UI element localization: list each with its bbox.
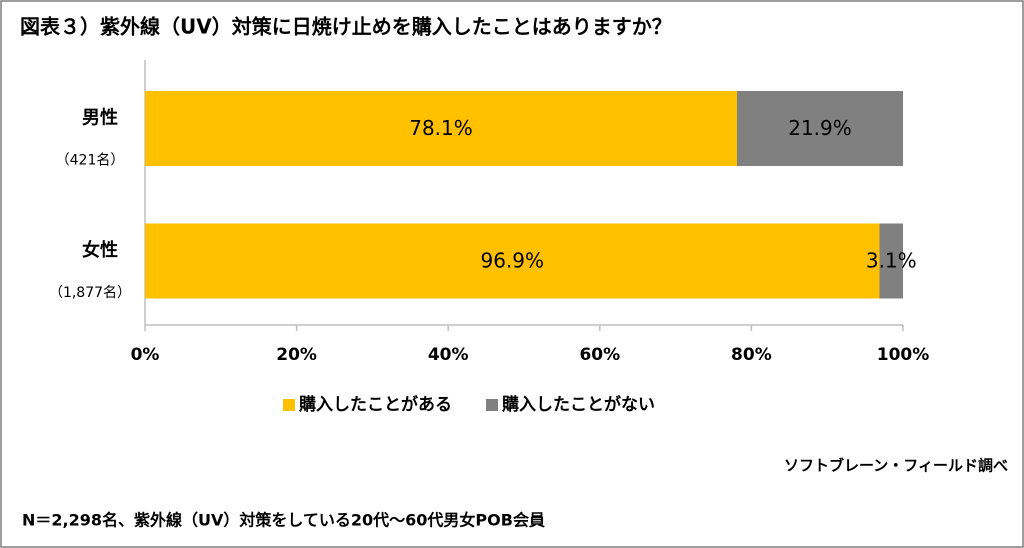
category-sublabel: （1,877名） bbox=[49, 285, 131, 301]
category-label: 男性 bbox=[82, 107, 118, 129]
note: N＝2,298名、紫外線（UV）対策をしている20代～60代男女POB会員 bbox=[22, 511, 545, 530]
legend-label: 購入したことがない bbox=[502, 394, 655, 415]
bar-segment bbox=[145, 223, 880, 299]
legend-label: 購入したことがある bbox=[299, 394, 452, 415]
x-tick-label: 80% bbox=[731, 345, 772, 365]
legend-swatch bbox=[486, 399, 498, 411]
legend-swatch bbox=[283, 399, 295, 411]
x-tick-label: 100% bbox=[877, 345, 930, 365]
bar-segment bbox=[879, 223, 903, 299]
value-label: 21.9% bbox=[788, 116, 852, 140]
x-tick-label: 20% bbox=[276, 345, 317, 365]
bar-segment bbox=[145, 91, 737, 166]
x-tick-label: 40% bbox=[428, 345, 469, 365]
value-label: 96.9% bbox=[480, 249, 544, 273]
value-label: 3.1% bbox=[866, 249, 917, 273]
x-tick-label: 0% bbox=[131, 345, 160, 365]
category-sublabel: （421名） bbox=[56, 153, 125, 169]
bar-segment bbox=[736, 91, 903, 166]
value-label: 78.1% bbox=[409, 116, 473, 140]
chart-title: 図表３）紫外線（UV）対策に日焼け止めを購入したことはありますか？ bbox=[20, 15, 672, 39]
category-label: 女性 bbox=[82, 239, 118, 261]
x-tick-label: 60% bbox=[579, 345, 620, 365]
source: ソフトブレーン・フィールド調べ bbox=[784, 457, 1008, 475]
